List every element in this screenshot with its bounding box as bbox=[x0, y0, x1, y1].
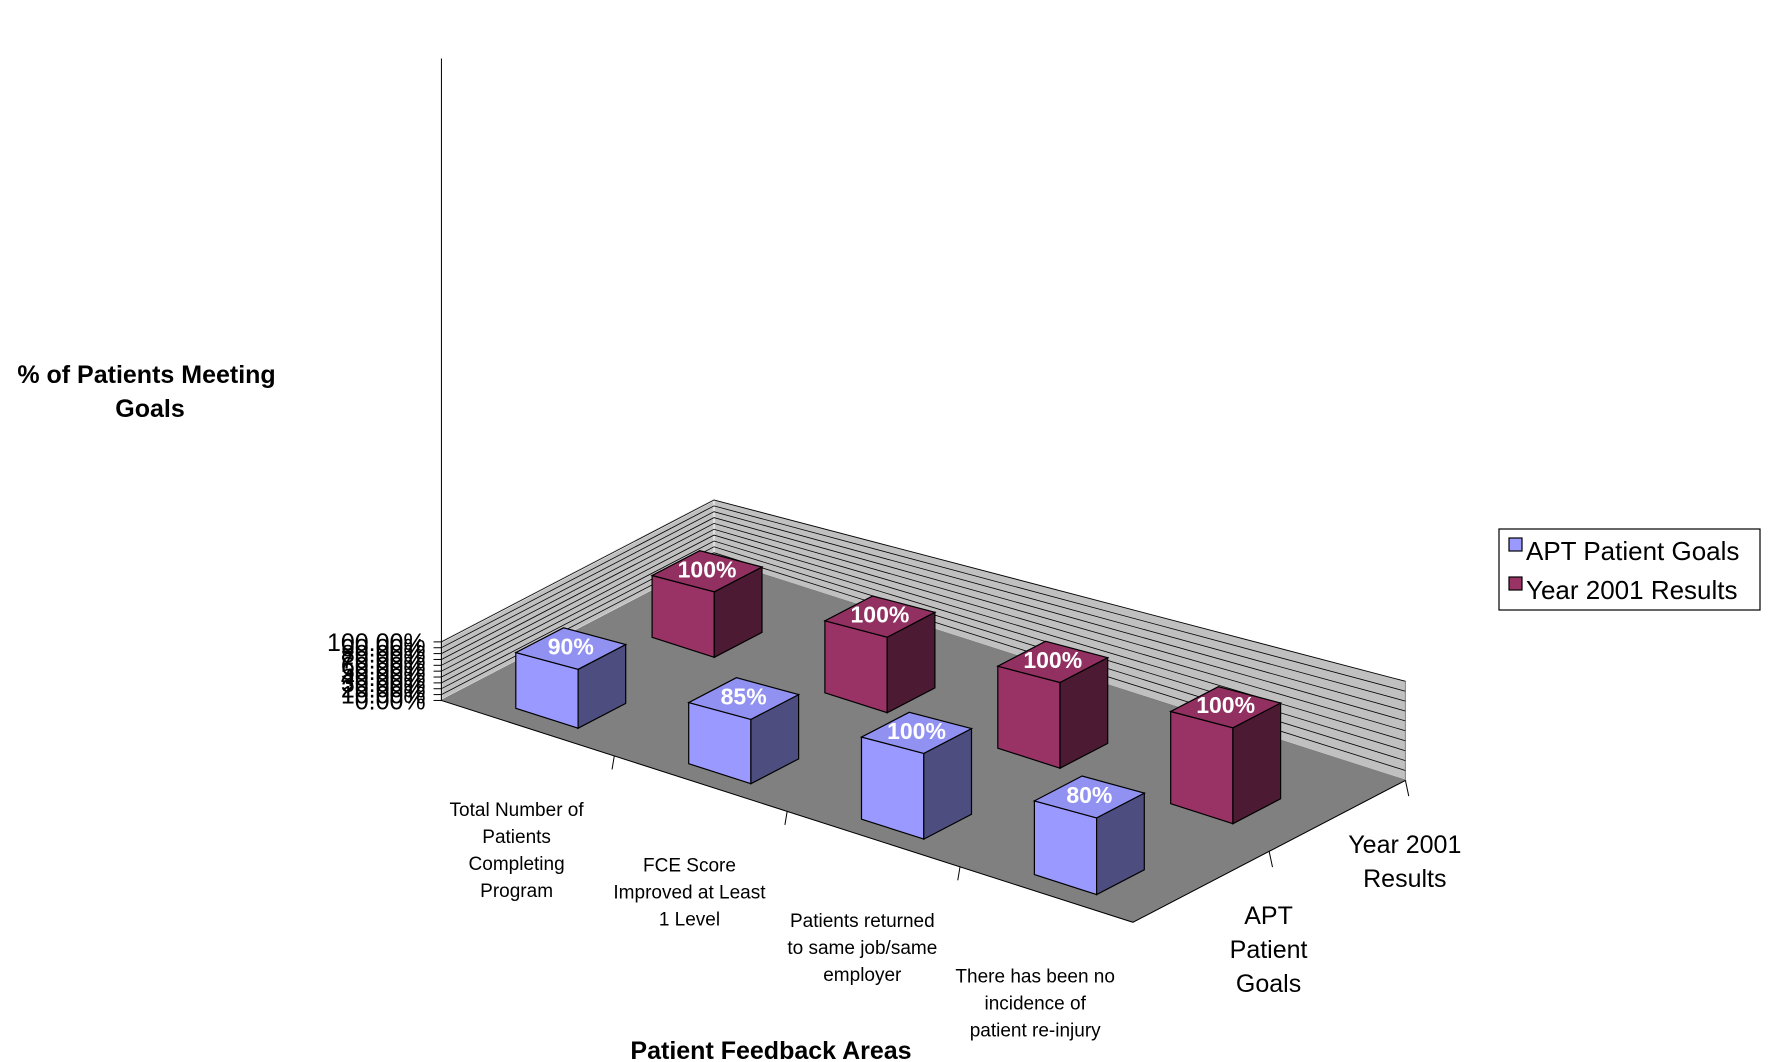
y-tick-label: 100.00% bbox=[327, 629, 426, 657]
series-axis-label-line: Goals bbox=[1236, 970, 1301, 998]
gridline bbox=[441, 534, 1406, 742]
series-axis-label: APT Patient Goals bbox=[1230, 902, 1308, 998]
x-axis-line bbox=[441, 699, 1134, 923]
x-category-label-line: patient re-injury bbox=[970, 1020, 1101, 1041]
gridline bbox=[441, 522, 1406, 722]
x-category-label: Patients returned to same job/same employe… bbox=[787, 911, 937, 986]
x-category-label-line: Completing bbox=[469, 854, 565, 875]
bar-top-face bbox=[687, 677, 801, 721]
y-tick-label: 70.00% bbox=[341, 646, 426, 674]
data-label: 80% bbox=[1066, 782, 1112, 808]
y-tick-label: 10.00% bbox=[341, 682, 426, 710]
data-label: 100% bbox=[1023, 647, 1082, 673]
y-axis-title-line: % of Patients Meeting bbox=[17, 361, 275, 389]
bar-apt-patient-goals-3: 100% bbox=[859, 711, 974, 841]
legend-box bbox=[1498, 528, 1761, 611]
bar-front-face bbox=[1170, 710, 1234, 825]
x-category-label-line: Patients returned bbox=[790, 911, 935, 932]
y-axis-title: % of Patients Meeting Goals bbox=[17, 361, 282, 423]
x-category-label-line: incidence of bbox=[984, 993, 1086, 1014]
bar-top-face bbox=[1169, 686, 1283, 729]
bars: 100% 100% 100% 100% 90% 85% 100% 80% bbox=[514, 550, 1283, 896]
y-tick-label: 80.00% bbox=[341, 641, 426, 669]
series-axis-tick bbox=[1404, 780, 1410, 797]
series-axis: APT Patient Goals Year 2001 Results bbox=[1230, 780, 1461, 998]
bar-year-2001-results-1: 100% bbox=[650, 550, 764, 659]
series-axis-label-line: Results bbox=[1363, 865, 1446, 893]
y-tick-label: 0.00% bbox=[355, 687, 426, 715]
series-axis-label: Year 2001 Results bbox=[1348, 831, 1461, 893]
y-tick-label: 20.00% bbox=[341, 676, 426, 704]
data-label: 100% bbox=[850, 602, 909, 628]
data-label: 85% bbox=[721, 684, 767, 710]
legend-label: Year 2001 Results bbox=[1526, 575, 1738, 605]
bar-year-2001-results-4: 100% bbox=[1169, 686, 1283, 825]
y-tick-label: 50.00% bbox=[341, 658, 426, 686]
legend-label: APT Patient Goals bbox=[1526, 536, 1739, 566]
x-category-label-line: There has been no bbox=[955, 966, 1115, 987]
y-tick-label: 40.00% bbox=[341, 664, 426, 692]
bar-apt-patient-goals-4: 80% bbox=[1032, 775, 1146, 896]
series-axis-tick bbox=[1268, 851, 1273, 868]
x-tick bbox=[611, 755, 615, 770]
x-category-label-line: Improved at Least bbox=[613, 882, 766, 903]
bar-apt-patient-goals-1: 90% bbox=[514, 627, 628, 730]
data-label: 90% bbox=[548, 634, 594, 660]
gridline bbox=[441, 540, 1406, 752]
y-axis-title-line: Goals bbox=[115, 395, 184, 423]
gridline bbox=[441, 511, 1406, 702]
series-axis-label-line: Patient bbox=[1230, 936, 1308, 964]
legend: APT Patient Goals Year 2001 Results bbox=[1498, 528, 1761, 611]
x-axis-title: Patient Feedback Areas bbox=[630, 1037, 911, 1062]
bar-apt-patient-goals-2: 85% bbox=[687, 677, 801, 785]
y-tick-label: 60.00% bbox=[341, 652, 426, 680]
x-category-label-line: employer bbox=[823, 965, 902, 986]
data-label: 100% bbox=[1196, 692, 1255, 718]
x-tick bbox=[957, 866, 961, 881]
x-category-label-line: Total Number of bbox=[450, 800, 585, 821]
y-tick-label: 30.00% bbox=[341, 670, 426, 698]
bar-top-face bbox=[996, 640, 1110, 684]
x-tick bbox=[784, 811, 788, 825]
bar-top-face bbox=[859, 711, 974, 755]
x-category-label-line: FCE Score bbox=[643, 855, 736, 876]
data-label: 100% bbox=[678, 556, 737, 582]
x-category-label-line: to same job/same bbox=[787, 938, 937, 959]
legend-swatch-apt-patient-goals bbox=[1508, 537, 1523, 552]
bar-top-face bbox=[823, 595, 937, 638]
x-category-label: There has been no incidence of patient re-… bbox=[955, 966, 1115, 1041]
x-category-label-line: 1 Level bbox=[659, 909, 720, 930]
bar-year-2001-results-3: 100% bbox=[996, 640, 1110, 770]
y-axis: 0.00%10.00%20.00%30.00%40.00%50.00%60.00… bbox=[327, 629, 442, 715]
series-axis-label-line: APT bbox=[1244, 902, 1293, 930]
x-category-label-line: Program bbox=[480, 881, 553, 902]
bar-top-face bbox=[650, 550, 764, 593]
x-category-label: Total Number of Patients Completing Program bbox=[450, 800, 585, 902]
gridline bbox=[441, 546, 1406, 761]
gridline bbox=[441, 528, 1406, 732]
bar-top-face bbox=[1032, 775, 1146, 819]
y-tick-label: 90.00% bbox=[341, 635, 426, 663]
data-label: 100% bbox=[887, 718, 946, 744]
legend-swatch-year-2001-results bbox=[1508, 576, 1523, 591]
bar-year-2001-results-2: 100% bbox=[823, 595, 937, 714]
x-category-label: FCE Score Improved at Least 1 Level bbox=[613, 855, 766, 930]
gridline bbox=[441, 505, 1406, 692]
x-category-label-line: Patients bbox=[482, 827, 551, 848]
gridline bbox=[441, 499, 1406, 682]
series-axis-label-line: Year 2001 bbox=[1348, 831, 1461, 859]
x-axis: Total Number of Patients Completing Program… bbox=[450, 755, 1115, 1041]
bar-top-face bbox=[514, 627, 628, 670]
gridline bbox=[441, 517, 1406, 712]
